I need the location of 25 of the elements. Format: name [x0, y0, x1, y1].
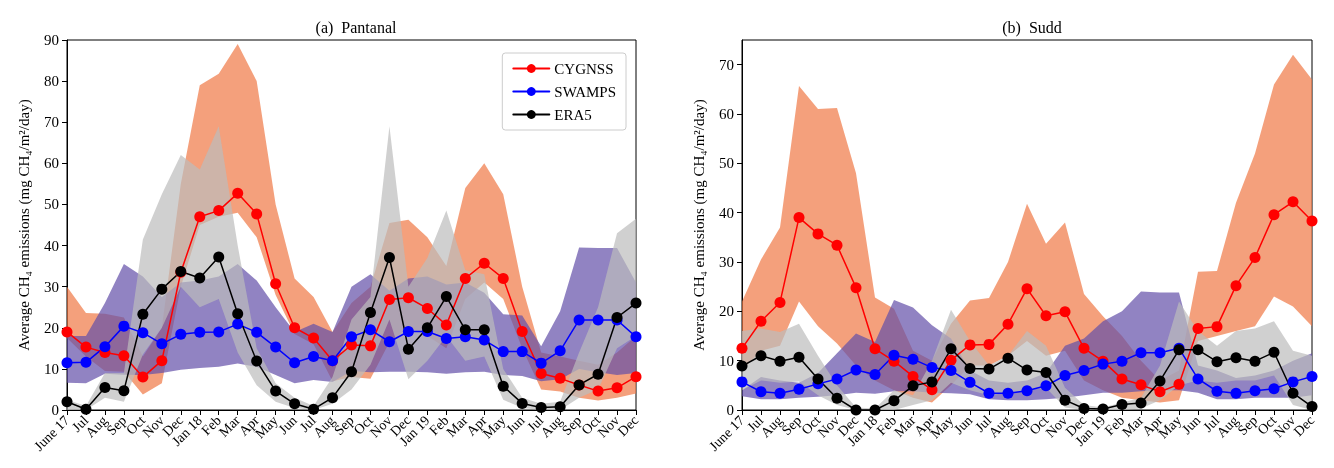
- legend-label: SWAMPS: [554, 83, 617, 100]
- y-tick-label: 60: [44, 155, 59, 172]
- y-tick-label: 40: [44, 237, 59, 254]
- y-tick-label: 30: [44, 278, 59, 295]
- y-tick-label: 40: [719, 204, 734, 221]
- y-axis-title: Average CH₄ emissions (mg CH₄/m²/day): [15, 99, 33, 351]
- y-tick-label: 10: [44, 360, 59, 377]
- y-tick-label: 0: [51, 402, 59, 418]
- y-tick-label: 50: [719, 155, 734, 172]
- y-tick-label: 90: [44, 32, 59, 48]
- y-tick-label: 0: [726, 402, 734, 418]
- legend-label: CYGNSS: [554, 60, 614, 77]
- y-tick-label: 70: [719, 56, 734, 73]
- chart-title: (a) Pantanal: [315, 18, 397, 37]
- y-tick-label: 20: [719, 303, 734, 320]
- y-tick-label: 10: [719, 352, 734, 369]
- y-tick-label: 80: [44, 73, 59, 90]
- y-tick-label: 20: [44, 319, 59, 336]
- y-tick-label: 50: [44, 196, 59, 213]
- y-tick-label: 30: [719, 254, 734, 270]
- chart-title: (b) Sudd: [1002, 18, 1062, 37]
- y-axis-title: Average CH₄ emissions (mg CH₄/m²/day): [690, 99, 708, 351]
- legend-label: ERA5: [554, 106, 592, 123]
- y-tick-label: 60: [719, 106, 734, 122]
- y-tick-label: 70: [44, 114, 59, 131]
